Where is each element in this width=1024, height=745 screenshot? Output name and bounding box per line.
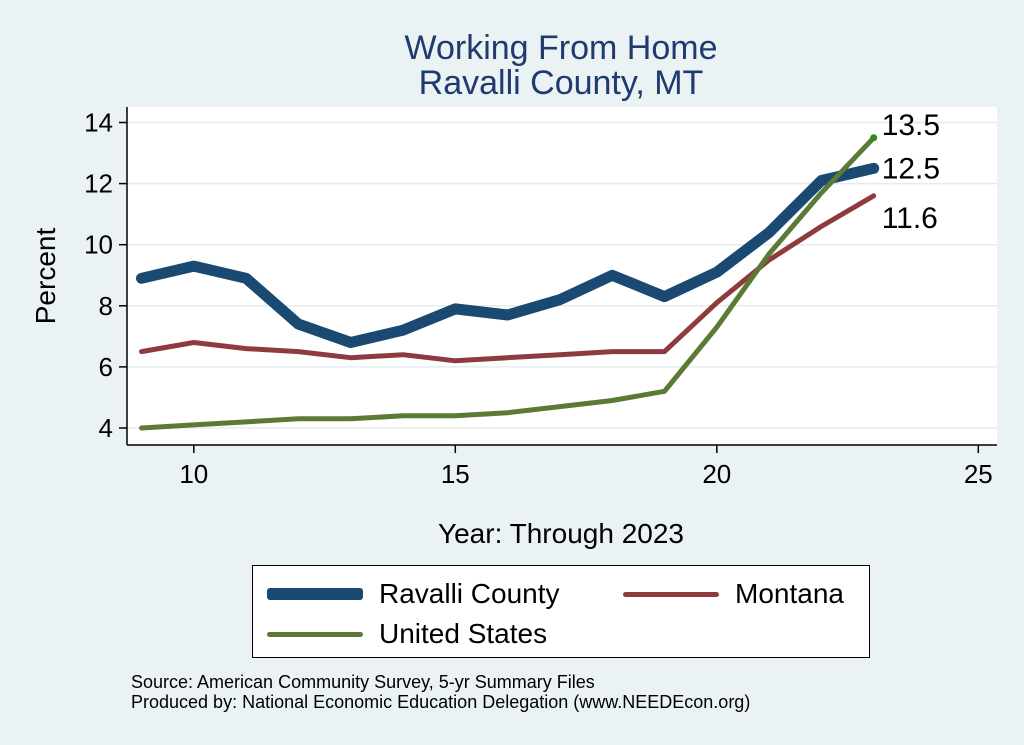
source-notes: Source: American Community Survey, 5-yr …: [131, 672, 750, 712]
y-tick-label-8: 8: [99, 291, 113, 321]
y-tick-label-14: 14: [84, 108, 113, 138]
produced-by-line: Produced by: National Economic Education…: [131, 692, 751, 712]
y-axis-label: Percent: [30, 228, 61, 325]
y-tick-label-10: 10: [84, 230, 113, 260]
legend-item-us: United States: [267, 618, 547, 650]
end-label-ravalli: 12.5: [882, 152, 940, 185]
legend-swatch-montana: [623, 591, 719, 597]
legend-label-ravalli: Ravalli County: [379, 578, 560, 609]
series-line-ravalli: [136, 162, 880, 348]
end-label-montana: 11.6: [882, 202, 938, 235]
y-tick-label-6: 6: [99, 352, 113, 382]
legend-item-ravalli: Ravalli County: [267, 578, 560, 610]
legend: Ravalli County Montana United States: [252, 565, 870, 658]
legend-label-montana: Montana: [735, 578, 844, 609]
source-line: Source: American Community Survey, 5-yr …: [131, 672, 595, 692]
end-label-us: 13.5: [882, 109, 940, 142]
series-end-dot-us: [870, 134, 878, 142]
x-tick-label-20: 20: [702, 459, 731, 489]
chart: Working From Home Ravalli County, MT 4 6 8…: [30, 29, 997, 549]
x-tick-label-10: 10: [179, 459, 208, 489]
legend-swatch-ravalli: [267, 588, 363, 600]
series-line-us: [139, 135, 877, 431]
chart-subtitle: Ravalli County, MT: [419, 64, 704, 102]
legend-label-us: United States: [379, 618, 548, 649]
axes: 4 6 8 10 12 14 10 15 20 25: [84, 107, 997, 489]
plot-area: [127, 107, 997, 445]
series-group: [136, 134, 880, 431]
legend-swatch-us: [267, 631, 363, 637]
x-tick-label-25: 25: [964, 459, 993, 489]
y-tick-label-12: 12: [84, 169, 113, 199]
end-labels: 12.5 11.6 13.5: [882, 109, 940, 235]
x-tick-label-15: 15: [441, 459, 470, 489]
legend-item-montana: Montana: [623, 578, 844, 610]
chart-title: Working From Home: [405, 29, 718, 67]
x-axis-label: Year: Through 2023: [438, 518, 684, 549]
y-tick-label-4: 4: [99, 413, 113, 443]
